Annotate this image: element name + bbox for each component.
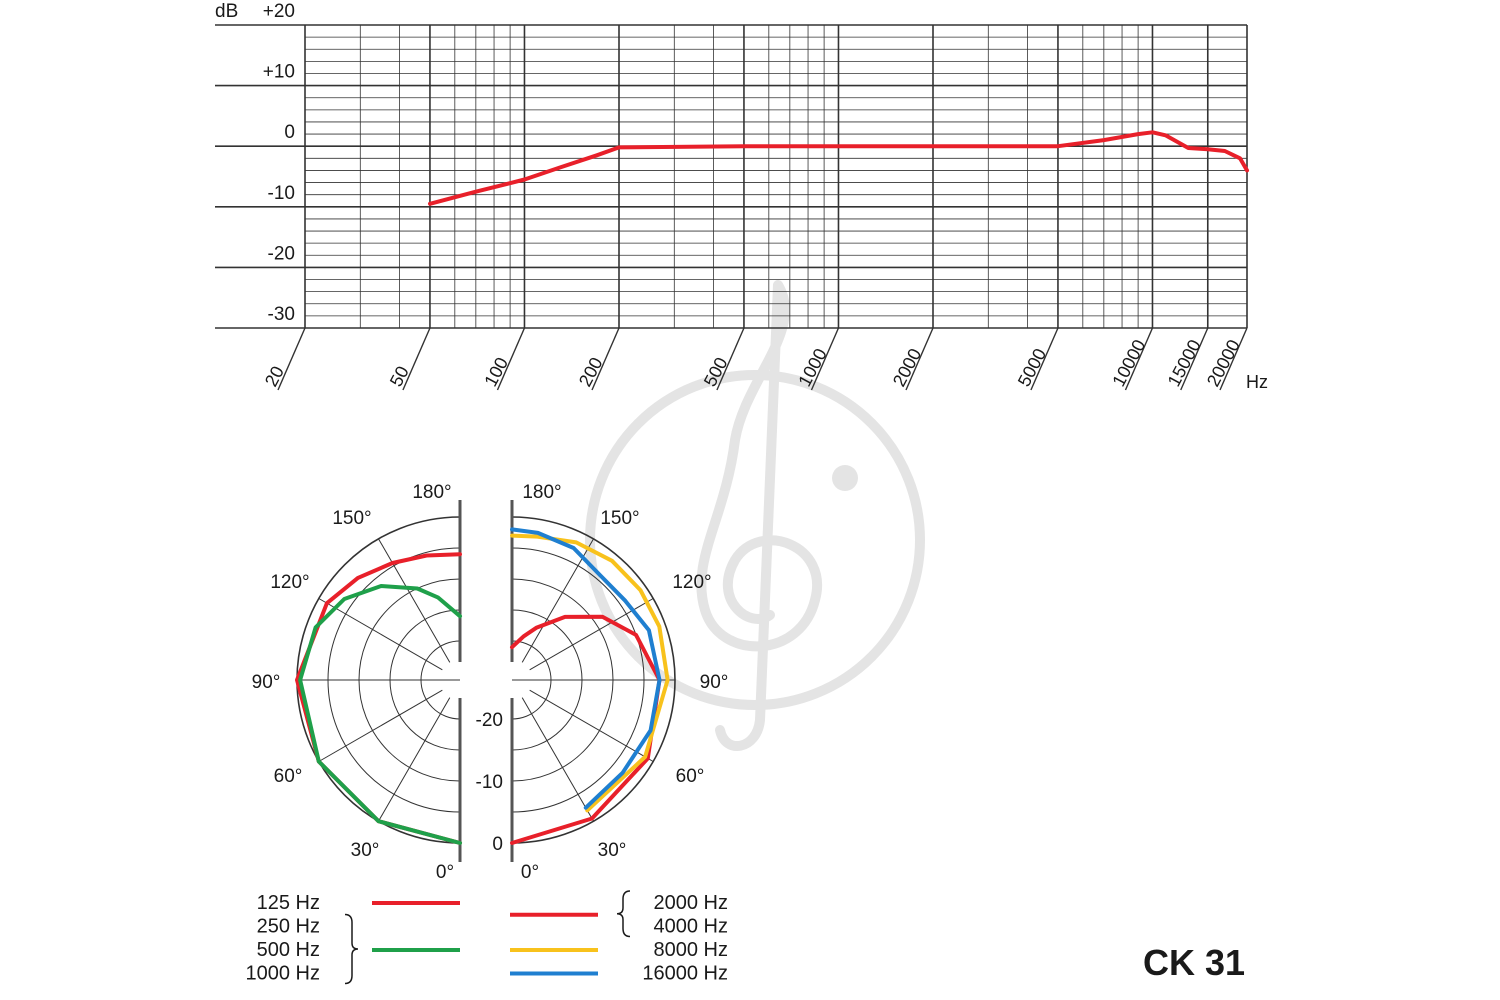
x-axis-label: Hz [1246,372,1268,392]
frequency-series-group [428,130,1249,206]
polar-spoke [521,538,594,663]
polar-curve [510,527,662,810]
polar-grid [296,500,676,862]
legend-label: 125 Hz [257,892,320,914]
x-tick-label: 5000 [1014,345,1050,390]
x-tick-diagonal [1180,327,1209,391]
legend-label: 250 Hz [257,916,320,938]
polar-spoke [378,697,451,822]
watermark-clef-stroke [696,280,822,751]
polar-angle-label-left: 0° [436,862,454,883]
polar-angle-label-right: 60° [676,766,705,787]
x-tick-label: 15000 [1164,336,1205,390]
polar-spoke [529,689,654,762]
y-tick-label: -20 [268,243,295,264]
polar-curve [298,584,462,845]
frequency-response-line [428,130,1249,206]
polar-angle-label-right: 90° [700,672,729,693]
model-name: CK 31 [1143,942,1245,983]
legend-brace [344,913,359,985]
y-tick-label: +10 [263,62,295,83]
polar-curve [510,614,662,845]
polar-radial-tick-label: -10 [476,772,503,793]
polar-angle-label-left: 120° [270,572,309,593]
watermark-ring [585,370,925,710]
y-tick-label: +20 [263,1,295,22]
x-tick-diagonal [1030,327,1059,391]
frequency-grid [215,24,1248,391]
y-axis-label: dB [215,1,238,22]
treble-clef-watermark-icon [585,280,925,751]
polar-pattern-chart: 0° 0° 30° 30° 60° 60° 90° 90° 120° 120° 150° 150° 18… [252,482,729,883]
polar-angle-label-right: 120° [672,572,711,593]
polar-angle-label-right: 180° [522,482,561,503]
x-tick-diagonal [1219,327,1248,391]
x-tick-diagonal [277,327,306,391]
polar-angle-label-left: 90° [252,672,281,693]
polar-spoke [318,689,443,762]
polar-radial-tick-label: -20 [476,710,503,731]
y-tick-label: 0 [284,122,295,143]
legend-label: 16000 Hz [642,963,728,985]
x-tick-label: 2000 [889,345,925,390]
x-tick-diagonal [905,327,934,391]
y-tick-label: -10 [268,183,295,204]
polar-series-group [295,527,670,845]
x-tick-diagonal [810,327,840,391]
legend-label: 2000 Hz [654,892,729,914]
x-tick-label: 50 [386,363,413,390]
y-tick-label: -30 [268,304,295,325]
frequency-response-chart: dB +20+100-10-20-30 20 50 100 200 500 1000 200… [215,1,1268,392]
x-tick-label: 200 [575,354,607,390]
polar-angle-label-right: 30° [598,840,627,861]
y-tick-labels: +20 +10 0 -10 -20 -30 [263,1,295,325]
x-tick-label: 20000 [1203,336,1244,390]
legend-label: 1000 Hz [246,963,321,985]
polar-radial-tick-labels: 0 -10 -20 [476,710,503,855]
polar-spoke [521,697,594,822]
polar-spoke [378,538,451,663]
x-tick-diagonal [496,327,526,391]
legend-label: 8000 Hz [654,939,729,961]
x-tick-diagonal [402,327,431,391]
polar-radial-tick-label: 0 [492,834,503,855]
x-tick-label: 10000 [1108,336,1149,390]
polar-angle-label-left: 60° [274,766,303,787]
x-tick-label: 20 [261,363,288,390]
x-tick-label: 1000 [794,345,830,390]
watermark-dot [832,465,858,491]
x-tick-diagonal [716,327,745,391]
polar-angle-label-left: 150° [332,508,371,529]
legend-label: 4000 Hz [654,916,729,938]
x-tick-label: 100 [480,354,512,390]
polar-angle-labels: 0° 0° 30° 30° 60° 60° 90° 90° 120° 120° 150° 150° 18… [252,482,729,883]
polar-angle-label-left: 30° [351,840,380,861]
x-tick-diagonal [591,327,620,391]
legend-label: 500 Hz [257,939,320,961]
polar-angle-label-right: 0° [521,862,539,883]
polar-spoke [318,598,443,671]
legend-brace [616,890,631,938]
x-tick-diagonal [1124,327,1154,391]
polar-angle-label-left: 180° [412,482,451,503]
polar-angle-label-right: 150° [600,508,639,529]
